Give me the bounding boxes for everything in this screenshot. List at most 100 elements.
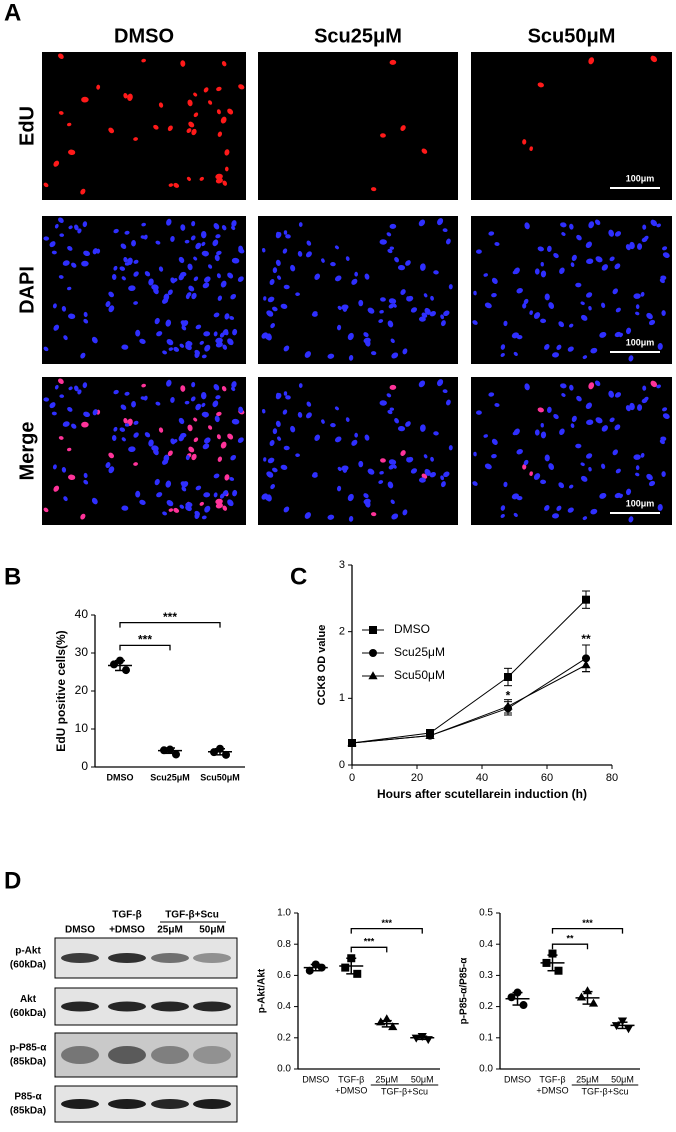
cell-nucleus: [354, 432, 358, 438]
cell-nucleus: [529, 471, 533, 476]
cell-nucleus: [83, 318, 89, 324]
marker: [216, 744, 224, 753]
cell-nucleus: [392, 464, 397, 469]
legend-marker: [369, 626, 377, 634]
cell-nucleus: [304, 512, 311, 519]
cell-nucleus: [305, 251, 312, 258]
legend-label: DMSO: [394, 622, 430, 636]
cell-nucleus: [524, 383, 530, 391]
panel-label: A: [4, 0, 21, 26]
cell-nucleus: [615, 307, 621, 313]
cell-nucleus: [561, 393, 566, 397]
y-tick-label: 0.0: [479, 1064, 493, 1075]
marker: [347, 738, 357, 747]
cell-nucleus: [121, 276, 126, 281]
cell-nucleus: [619, 493, 623, 499]
cell-nucleus: [400, 289, 406, 296]
y-axis-label: CCK8 OD value: [316, 625, 328, 706]
annotation: **: [581, 632, 591, 646]
cell-nucleus: [524, 222, 530, 230]
cell-nucleus: [168, 347, 174, 351]
cell-nucleus: [283, 345, 290, 352]
cell-nucleus: [52, 464, 57, 470]
cell-nucleus: [113, 228, 119, 234]
cell-nucleus: [484, 463, 492, 470]
cell-nucleus: [433, 431, 439, 436]
cell-nucleus: [421, 148, 428, 154]
cell-nucleus: [571, 254, 577, 262]
column-header: DMSO: [114, 25, 174, 47]
cell-nucleus: [363, 498, 371, 505]
cell-nucleus: [61, 466, 67, 473]
marker: [519, 1001, 528, 1010]
cell-nucleus: [144, 271, 151, 277]
cell-nucleus: [193, 276, 199, 282]
cell-nucleus: [128, 446, 136, 452]
cell-nucleus: [418, 316, 426, 322]
cell-nucleus: [204, 437, 211, 444]
cell-nucleus: [108, 452, 115, 459]
cell-nucleus: [354, 271, 358, 277]
significance-bracket: [551, 943, 589, 950]
cell-nucleus: [231, 381, 237, 388]
cell-nucleus: [609, 417, 615, 423]
cell-nucleus: [199, 176, 204, 181]
cell-nucleus: [213, 492, 218, 498]
cell-nucleus: [614, 424, 621, 431]
cell-nucleus: [370, 351, 377, 356]
cell-nucleus: [71, 423, 77, 429]
blot-header: TGF-β: [112, 910, 141, 921]
x-tick-label: 0: [349, 772, 355, 784]
cell-nucleus: [208, 100, 213, 105]
cell-nucleus: [388, 303, 395, 309]
cell-nucleus: [180, 432, 187, 438]
cell-nucleus: [179, 504, 185, 509]
cell-nucleus: [494, 403, 500, 407]
cell-nucleus: [127, 93, 133, 101]
x-tick-label: 60: [541, 772, 553, 784]
cell-nucleus: [418, 219, 426, 227]
group-label: TGF-β+Scu: [381, 1086, 428, 1096]
y-tick-label: 0.1: [479, 1032, 493, 1043]
cell-nucleus: [170, 396, 175, 403]
cell-nucleus: [363, 337, 371, 344]
cell-nucleus: [588, 305, 592, 311]
cell-nucleus: [364, 273, 370, 280]
cell-nucleus: [162, 511, 168, 516]
cell-nucleus: [275, 392, 280, 398]
cell-nucleus: [423, 293, 428, 298]
cell-nucleus: [569, 223, 574, 230]
cell-nucleus: [491, 277, 498, 285]
cell-nucleus: [272, 428, 278, 435]
y-tick-label: 0.2: [277, 1032, 291, 1043]
cell-nucleus: [191, 292, 197, 300]
cell-nucleus: [314, 273, 321, 280]
cell-nucleus: [184, 400, 190, 405]
cell-nucleus: [237, 437, 244, 443]
cell-nucleus: [83, 311, 88, 318]
cell-nucleus: [193, 417, 198, 422]
cell-nucleus: [178, 256, 185, 264]
cell-nucleus: [201, 402, 206, 408]
micrograph: [471, 216, 672, 364]
cell-nucleus: [608, 229, 615, 237]
cell-nucleus: [266, 494, 272, 502]
cell-nucleus: [367, 307, 375, 314]
cell-nucleus: [229, 316, 235, 320]
cell-nucleus: [386, 232, 392, 237]
marker: [504, 673, 512, 681]
cell-nucleus: [158, 266, 164, 272]
cell-nucleus: [337, 466, 342, 472]
blot-row-size: (85kDa): [10, 1057, 46, 1068]
marker: [317, 963, 326, 972]
micrograph: [471, 377, 672, 525]
cell-nucleus: [148, 439, 154, 447]
cell-nucleus: [204, 276, 211, 283]
cell-nucleus: [659, 439, 665, 445]
cell-nucleus: [429, 311, 436, 317]
cell-nucleus: [262, 247, 266, 253]
cell-nucleus: [59, 233, 65, 237]
cell-nucleus: [513, 512, 518, 517]
cell-nucleus: [662, 407, 668, 412]
cell-nucleus: [358, 299, 364, 307]
